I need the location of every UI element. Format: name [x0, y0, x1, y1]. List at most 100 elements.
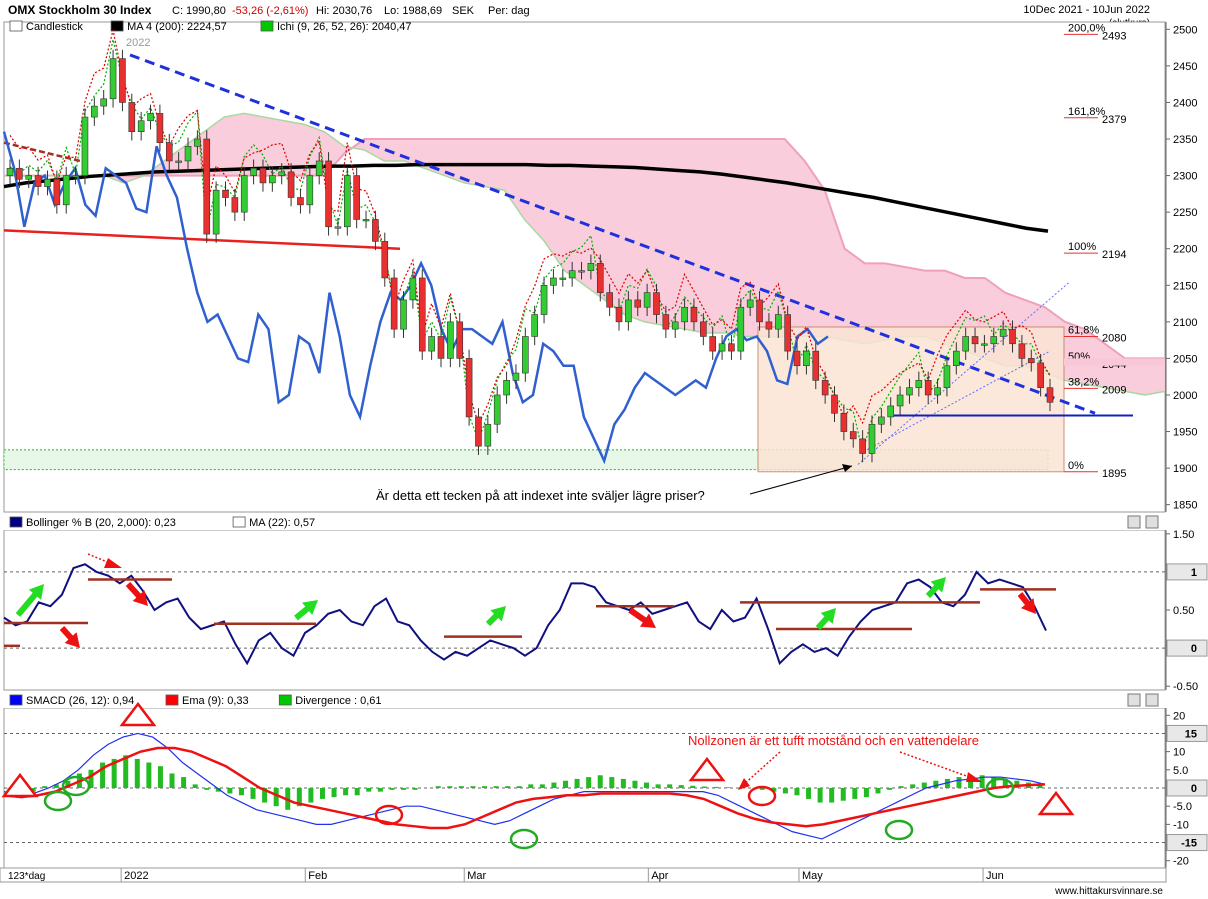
divergence-bar: [794, 788, 800, 796]
candle-body: [128, 102, 136, 133]
macd-triangle-4: [1037, 790, 1075, 816]
candle-body: [381, 241, 389, 279]
candle-body: [456, 321, 464, 359]
divergence-bar: [111, 758, 117, 788]
year-label: 2022: [126, 37, 150, 49]
divergence-bar: [806, 788, 812, 799]
candle-body: [194, 138, 201, 147]
price-tick-label: 1850: [1173, 500, 1197, 512]
macd-level-m15-box: [1166, 834, 1208, 852]
price-tick-label: 2250: [1173, 207, 1197, 219]
candle-body: [522, 336, 529, 374]
candle-body: [353, 175, 360, 220]
divergence-bar: [1002, 778, 1008, 788]
price-tick-label: 2100: [1173, 317, 1197, 329]
macd-note-arrow-2-head: [966, 772, 982, 782]
divergence-bar: [991, 777, 997, 788]
candle-body: [728, 343, 735, 352]
symbol-title: OMX Stockholm 30 Index: [8, 3, 152, 17]
divergence-bar: [655, 784, 661, 788]
divergence-bar: [667, 784, 673, 788]
candle-body: [137, 120, 145, 133]
candle-body: [849, 431, 857, 440]
candle-body: [343, 175, 351, 228]
question-arrow-head: [842, 464, 852, 472]
fib-50-highlight: [1064, 358, 1165, 366]
price-tick-label: 2400: [1173, 97, 1197, 109]
divergence-bar: [782, 788, 788, 794]
fib-pct-2: 100%: [1068, 241, 1096, 253]
currency-label: SEK: [452, 5, 475, 17]
candle-body: [72, 175, 79, 178]
price-tick-label: 1950: [1173, 427, 1197, 439]
candle-body: [240, 175, 248, 213]
candle-body: [550, 277, 557, 286]
macd-circle-green-2: [61, 775, 91, 797]
main-legend-swatch-0: [9, 20, 23, 32]
divergence-bar: [308, 788, 314, 803]
candle-body: [718, 343, 726, 352]
candle-body: [484, 423, 492, 447]
divergence-bar: [458, 786, 464, 788]
boll-settings-icon: [1127, 515, 1141, 529]
divergence-bar: [273, 788, 279, 807]
candle-body: [62, 175, 70, 206]
candle-body: [447, 321, 454, 359]
main-legend-label-2: Ichi (9, 26, 52, 26): 2040,47: [277, 21, 412, 33]
divergence-bar: [817, 788, 823, 803]
candle-body: [437, 336, 445, 359]
divergence-bar: [910, 784, 916, 788]
candle-body: [643, 292, 651, 308]
candle-body: [503, 380, 510, 396]
macd-triangle-2: [119, 701, 157, 727]
candle-body: [1037, 362, 1044, 388]
macd-circle-green-3: [509, 828, 539, 850]
macd-level-m15-value: -15: [1181, 838, 1197, 850]
boll-up-arrow-1-head: [28, 584, 44, 600]
boll-legend-label-0: Bollinger % B (20, 2,000): 0,23: [26, 517, 176, 529]
footer-period: 123*dag: [8, 871, 45, 882]
macd-tick-label: 10: [1173, 747, 1185, 759]
divergence-bar: [979, 775, 985, 788]
bollinger-panel: [3, 529, 1166, 691]
candle-body: [774, 314, 782, 330]
divergence-bar: [1014, 780, 1020, 788]
candle-body: [81, 116, 89, 176]
candle-body: [662, 314, 670, 330]
boll-up-arrow-2-head: [302, 600, 318, 616]
candle-body: [493, 394, 501, 425]
candle-body: [278, 171, 286, 176]
boll-tick-label: -0.50: [1173, 681, 1198, 693]
divergence-bar: [146, 762, 152, 788]
divergence-bar: [829, 788, 835, 803]
fib-value-2: 2194: [1102, 249, 1126, 261]
month-label-2022: 2022: [124, 870, 148, 882]
price-tick-label: 2500: [1173, 24, 1197, 36]
candle-body: [109, 58, 117, 100]
macd-note-text: Nollzonen är ett tufft motstånd och en v…: [688, 733, 979, 748]
divergence-bar: [725, 787, 731, 788]
price-tick-label: 2450: [1173, 61, 1197, 73]
boll-tick-label: 0.50: [1173, 605, 1194, 617]
divergence-bar: [632, 780, 638, 788]
candle-body: [953, 350, 960, 367]
fib-pct-5: 38,2%: [1068, 376, 1099, 388]
divergence-bar: [563, 780, 569, 788]
candle-body: [559, 277, 567, 280]
ichimoku-kijun: [9, 29, 1051, 426]
boll-level-0-value: 0: [1191, 643, 1197, 655]
divergence-bar: [759, 788, 765, 790]
candle-body: [568, 270, 576, 279]
high-value: Hi: 2030,76: [316, 5, 372, 17]
candle-body: [53, 178, 61, 206]
fib-value-1: 2379: [1102, 114, 1126, 126]
low-value: Lo: 1988,69: [384, 5, 442, 17]
candle-body: [596, 263, 604, 293]
month-label-Apr: Apr: [651, 870, 668, 882]
header-bar: [0, 0, 1208, 20]
boll-up-arrow-3-head: [490, 606, 506, 622]
candle-body: [896, 394, 904, 407]
candle-body: [212, 189, 220, 235]
macd-note-arrow-2: [899, 751, 973, 779]
candle-body: [868, 423, 876, 454]
